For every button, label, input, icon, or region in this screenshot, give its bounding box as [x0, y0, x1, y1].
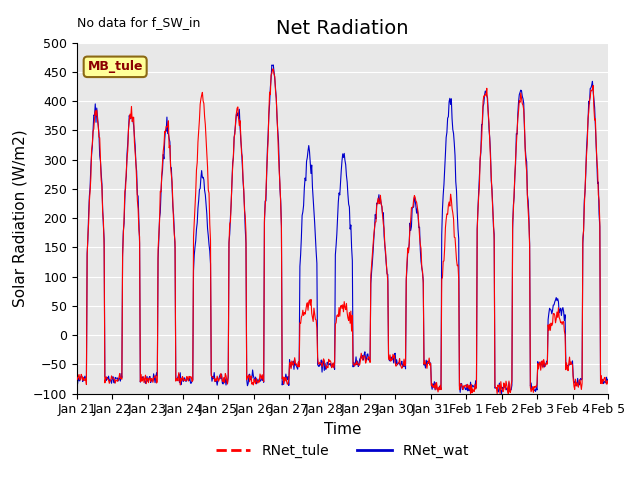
Text: No data for f_SW_in: No data for f_SW_in	[77, 16, 200, 29]
Y-axis label: Solar Radiation (W/m2): Solar Radiation (W/m2)	[12, 130, 27, 307]
X-axis label: Time: Time	[324, 422, 361, 437]
Text: MB_tule: MB_tule	[88, 60, 143, 73]
Title: Net Radiation: Net Radiation	[276, 20, 408, 38]
Legend: RNet_tule, RNet_wat: RNet_tule, RNet_wat	[210, 439, 475, 464]
